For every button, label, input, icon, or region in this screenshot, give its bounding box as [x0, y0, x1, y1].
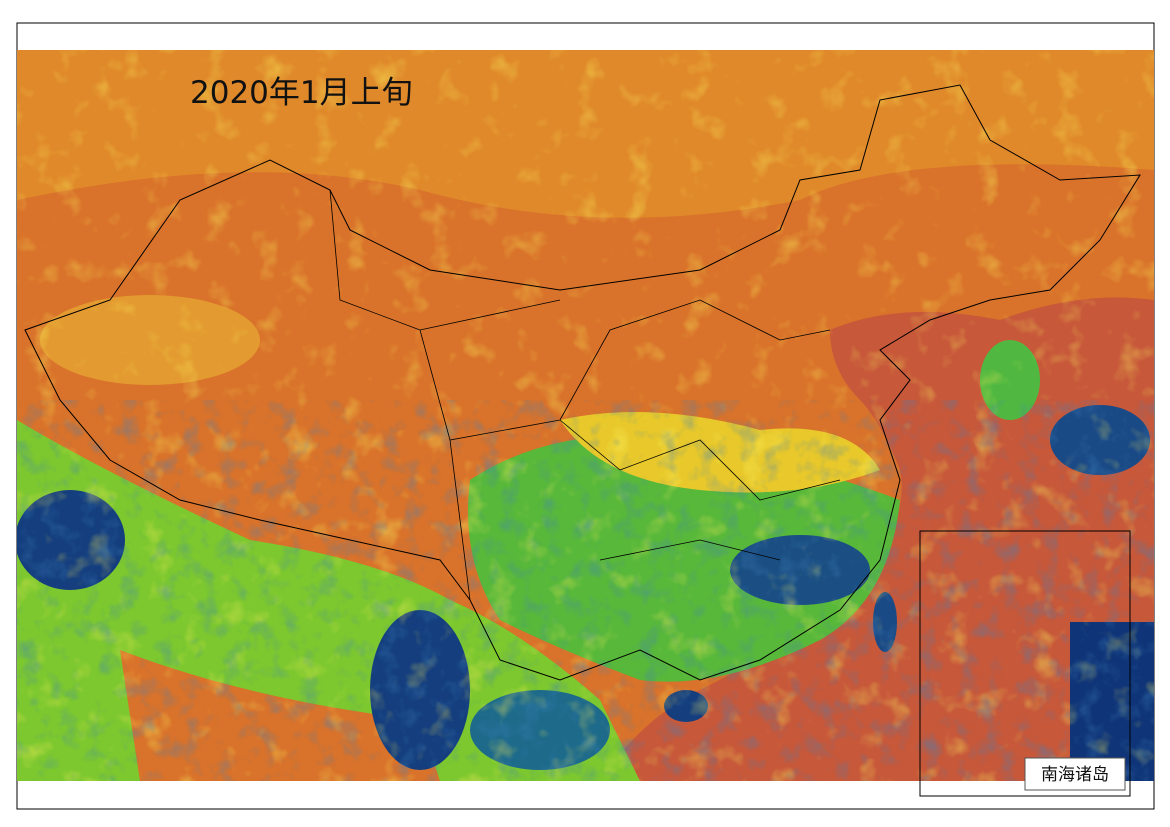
- raster-map: [17, 50, 1154, 781]
- texture-dark: [17, 400, 1154, 781]
- inset-label-box: [1024, 757, 1126, 791]
- map-title: 2020年1月上旬: [190, 75, 413, 111]
- inset-frame: [919, 530, 1131, 797]
- country-border: [24, 84, 1141, 681]
- province-borders: [329, 189, 841, 601]
- inset-label: 南海诸岛: [1041, 765, 1109, 785]
